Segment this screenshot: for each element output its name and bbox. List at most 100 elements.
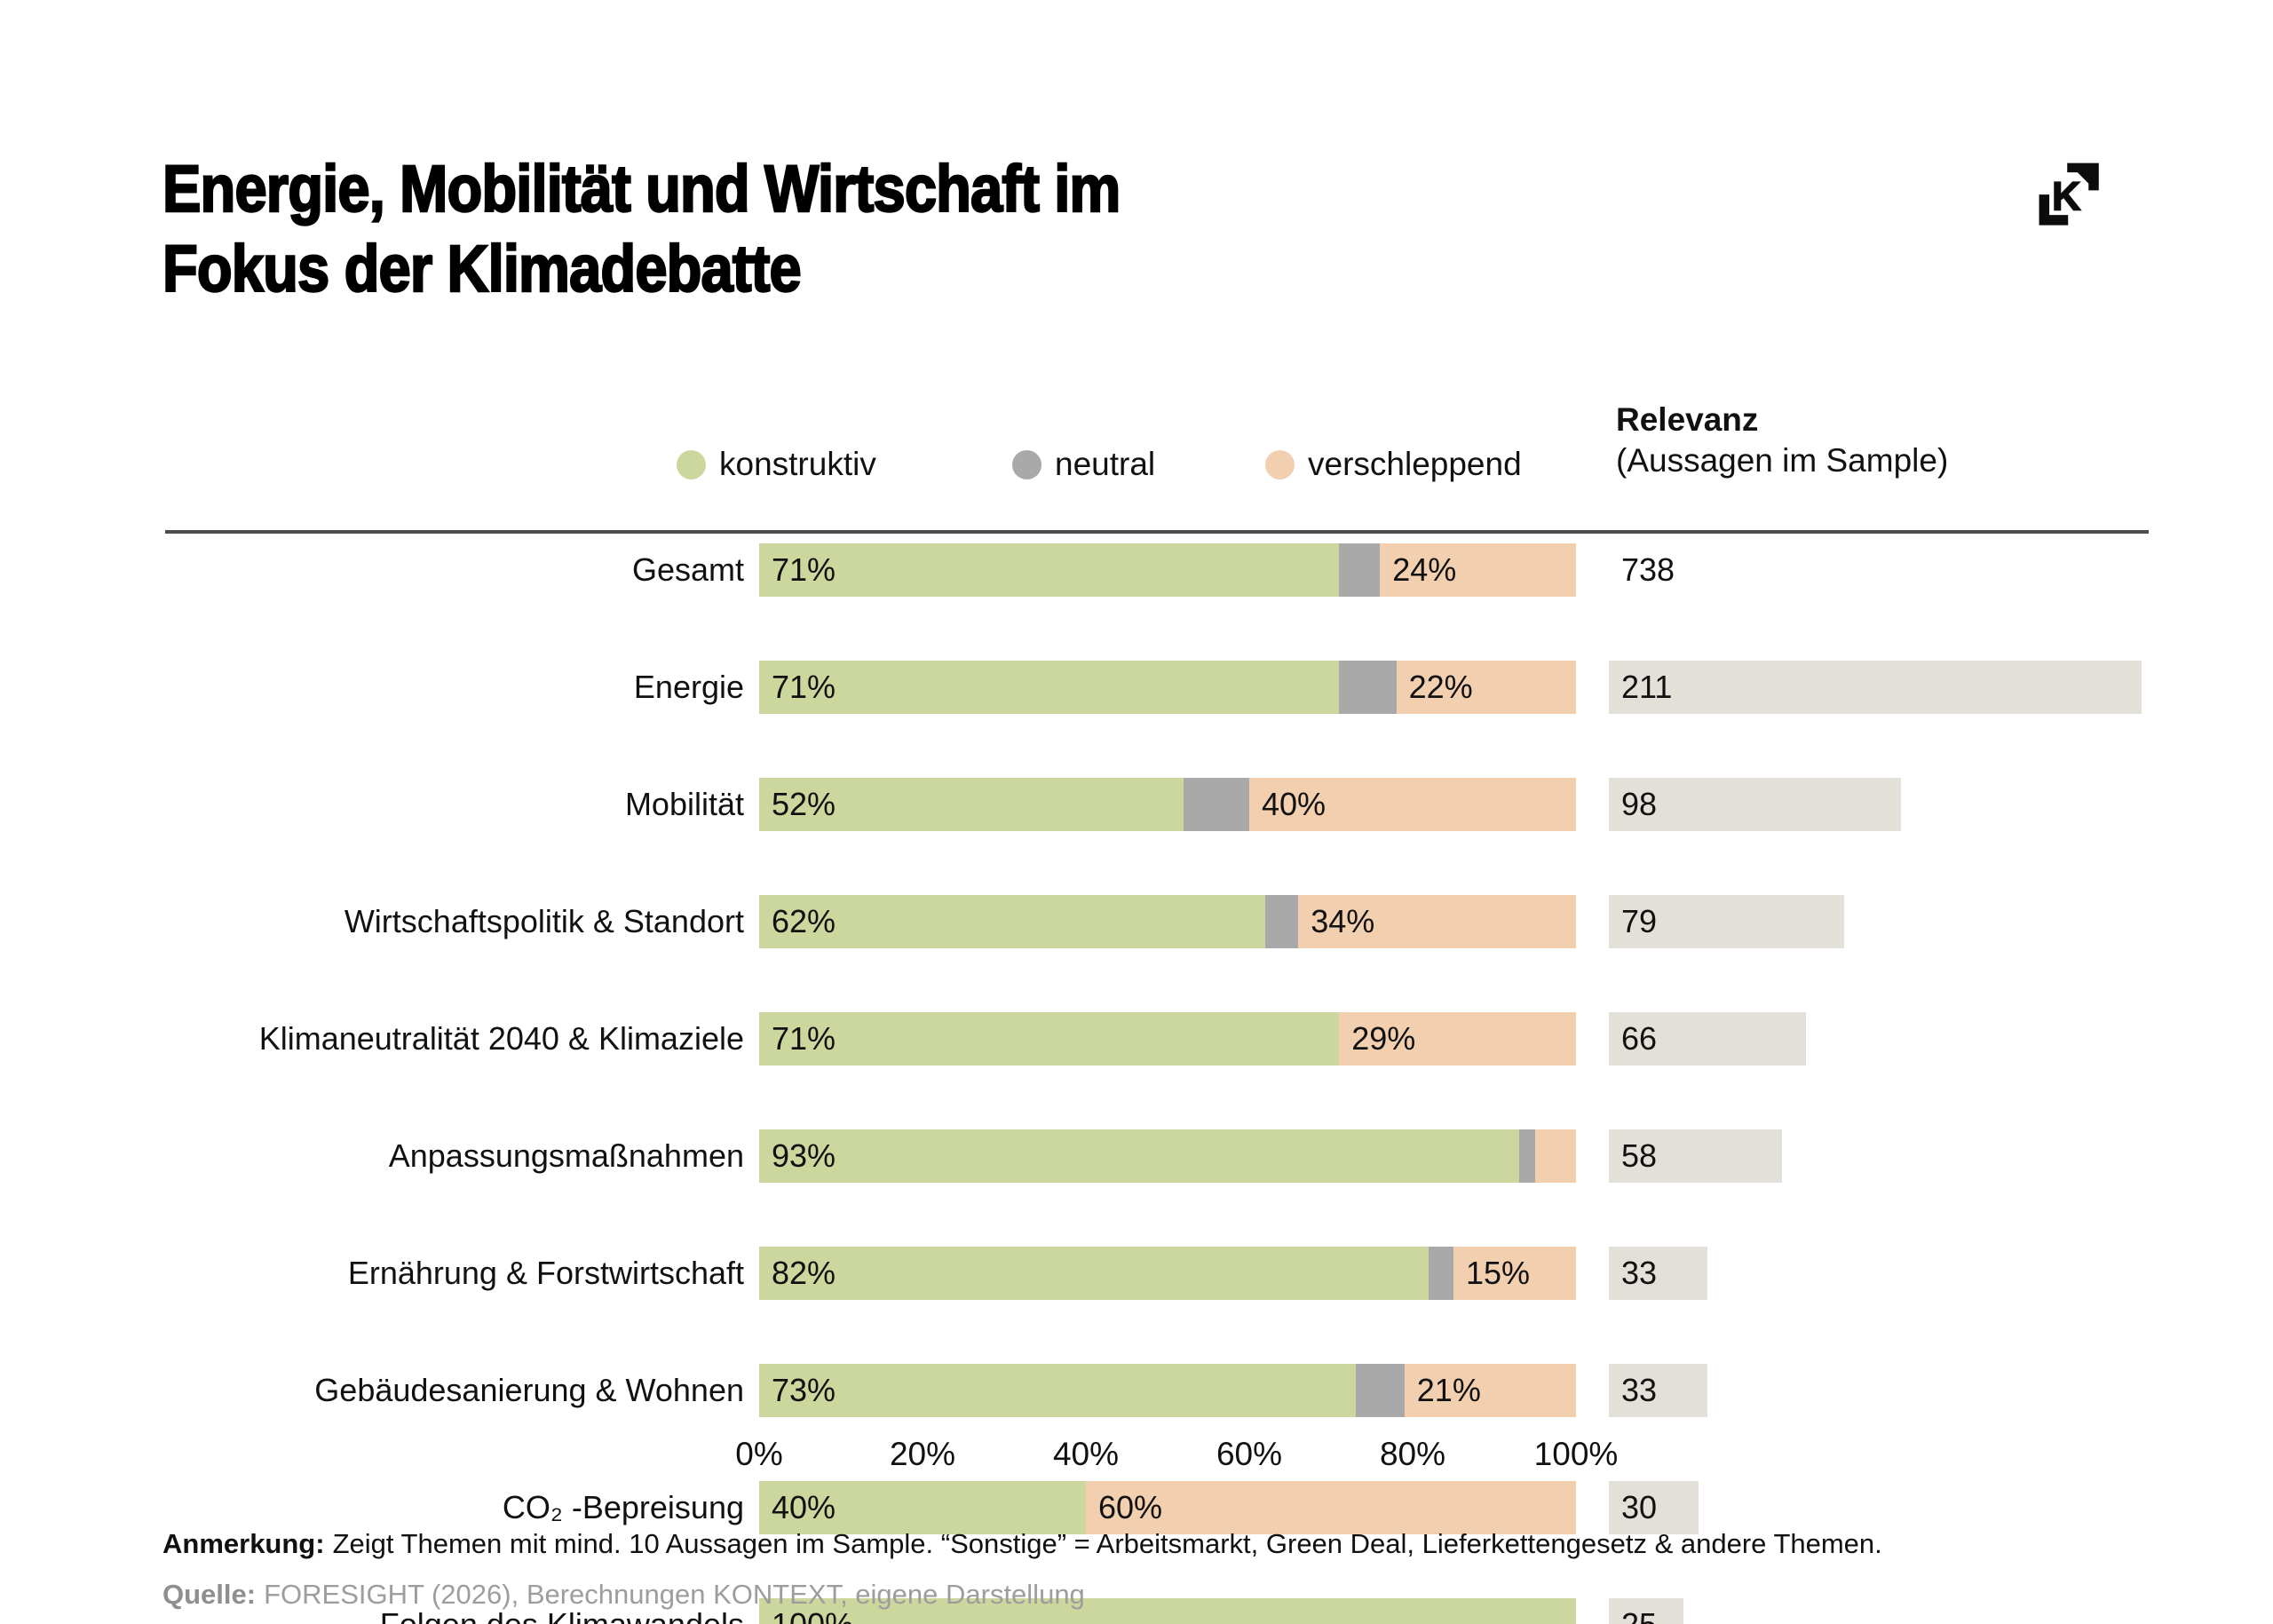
x-axis-tick: 0% xyxy=(735,1436,783,1472)
stacked-bar: 62% 34% xyxy=(759,895,1576,948)
category-label: CO₂ -Bepreisung xyxy=(502,1489,744,1525)
bar-segment-konstruktiv: 71% xyxy=(759,543,1340,597)
x-axis-tick: 60% xyxy=(1216,1436,1283,1472)
stacked-bar: 93% xyxy=(759,1129,1576,1183)
relevanz-bar xyxy=(1609,1012,1806,1066)
bar-segment-konstruktiv: 52% xyxy=(759,778,1184,831)
stacked-bar: 82% 15% xyxy=(759,1247,1576,1300)
category-label: Ernährung & Forstwirtschaft xyxy=(347,1255,744,1291)
bar-segment-neutral xyxy=(1518,1129,1535,1183)
konstruktiv-dot-icon xyxy=(677,449,706,479)
bar-segment-verschleppend: 15% xyxy=(1453,1247,1576,1300)
bar-segment-konstruktiv: 71% xyxy=(759,1012,1340,1066)
note-body: Zeigt Themen mit mind. 10 Aussagen im Sa… xyxy=(332,1528,1882,1559)
relevanz-column-header: Relevanz (Aussagen im Sample) xyxy=(1616,400,1948,481)
bar-segment-konstruktiv-value: 62% xyxy=(772,903,836,939)
stacked-bar: 40% 60% xyxy=(759,1481,1576,1534)
neutral-dot-icon xyxy=(1012,449,1041,479)
bar-segment-konstruktiv-value: 40% xyxy=(772,1489,836,1525)
bar-segment-neutral xyxy=(1429,1247,1453,1300)
bar-segment-konstruktiv: 73% xyxy=(759,1364,1356,1417)
category-label: Wirtschaftspolitik & Standort xyxy=(344,903,744,939)
bar-segment-konstruktiv-value: 52% xyxy=(772,786,836,822)
kontext-logo-icon: K xyxy=(2039,162,2099,226)
bar-segment-konstruktiv-value: 71% xyxy=(772,669,836,705)
relevanz-value: 58 xyxy=(1621,1137,1658,1174)
bar-segment-konstruktiv: 100% xyxy=(759,1598,1576,1624)
category-label: Mobilität xyxy=(624,786,744,822)
category-label: Klimaneutralität 2040 & Klimaziele xyxy=(258,1020,744,1057)
category-label: Gesamt xyxy=(631,551,744,588)
bar-segment-konstruktiv-value: 93% xyxy=(772,1137,836,1174)
bar-segment-verschleppend: 21% xyxy=(1404,1364,1576,1417)
bar-segment-verschleppend-value: 34% xyxy=(1311,903,1375,939)
bar-segment-verschleppend-value: 40% xyxy=(1261,786,1327,822)
relevanz-bar xyxy=(1609,895,1844,948)
verschleppend-dot-icon xyxy=(1265,449,1295,479)
stacked-bar: 52% 40% xyxy=(759,778,1576,831)
relevanz-title: Relevanz xyxy=(1616,401,1759,438)
bar-segment-verschleppend: 29% xyxy=(1339,1012,1576,1066)
x-axis: 0% 20% 40% 60% 80% 100% xyxy=(0,1434,2273,1475)
chart-row-3: Mobilität 52% 40% 98 xyxy=(0,778,2273,836)
bar-segment-verschleppend-value: 24% xyxy=(1392,551,1457,588)
chart-row-7: Ernährung & Forstwirtschaft 82% 15% 33 xyxy=(0,1247,2273,1305)
x-axis-tick: 80% xyxy=(1379,1436,1446,1472)
header-divider xyxy=(165,530,2149,534)
stacked-bar: 71% 24% xyxy=(759,543,1576,597)
relevanz-value: 211 xyxy=(1621,669,1673,705)
relevanz-subtitle: (Aussagen im Sample) xyxy=(1616,442,1949,479)
bar-segment-konstruktiv-value: 73% xyxy=(772,1372,836,1408)
stacked-bar: 71% 22% xyxy=(759,661,1576,714)
bar-segment-neutral xyxy=(1184,778,1249,831)
chart-row-6: Anpassungsmaßnahmen 93% 58 xyxy=(0,1129,2273,1188)
relevanz-value: 738 xyxy=(1621,551,1675,588)
bar-segment-konstruktiv-value: 71% xyxy=(772,551,836,588)
bar-segment-verschleppend: 40% xyxy=(1248,778,1576,831)
source-text: Quelle: FORESIGHT (2026), Berechnungen KO… xyxy=(162,1579,1085,1611)
stacked-bar: 73% 21% xyxy=(759,1364,1576,1417)
svg-text:K: K xyxy=(2052,173,2081,218)
bar-segment-verschleppend-value: 29% xyxy=(1351,1020,1416,1057)
chart-row-5: Klimaneutralität 2040 & Klimaziele 71% 29%… xyxy=(0,1012,2273,1071)
chart-area: Gesamt 71% 24% 738 Energie 71% 22% 211 Mobilität… xyxy=(0,543,2273,1624)
bar-segment-verschleppend-value: 15% xyxy=(1465,1255,1531,1291)
legend-label-konstruktiv: konstruktiv xyxy=(719,446,876,482)
x-axis-tick: 40% xyxy=(1052,1436,1120,1472)
x-axis-tick: 100% xyxy=(1533,1436,1619,1472)
chart-row-8: Gebäudesanierung & Wohnen 73% 21% 33 xyxy=(0,1364,2273,1422)
chart-row-2: Energie 71% 22% 211 xyxy=(0,661,2273,719)
bar-segment-konstruktiv: 40% xyxy=(759,1481,1086,1534)
legend-item-verschleppend: verschleppend xyxy=(1265,446,1522,482)
chart-row-1: Gesamt 71% 24% 738 xyxy=(0,543,2273,602)
chart-row-9: CO₂ -Bepreisung 40% 60% 30 xyxy=(0,1481,2273,1540)
bar-segment-neutral xyxy=(1265,895,1299,948)
relevanz-bar xyxy=(1609,1129,1782,1183)
chart-row-4: Wirtschaftspolitik & Standort 62% 34% 79 xyxy=(0,895,2273,954)
relevanz-value: 33 xyxy=(1621,1255,1658,1291)
stacked-bar: 100% xyxy=(759,1598,1576,1624)
relevanz-value: 30 xyxy=(1621,1489,1658,1525)
legend-item-konstruktiv: konstruktiv xyxy=(677,446,876,482)
page-title: Energie, Mobilität und Wirtschaft im Fok… xyxy=(162,149,1121,310)
page-title-line2: Fokus der Klimadebatte xyxy=(162,231,803,306)
relevanz-bar xyxy=(1609,661,2142,714)
bar-segment-verschleppend: 34% xyxy=(1298,895,1576,948)
stacked-bar: 71% 29% xyxy=(759,1012,1576,1066)
bar-segment-konstruktiv: 93% xyxy=(759,1129,1519,1183)
relevanz-value: 66 xyxy=(1621,1020,1658,1057)
relevanz-value: 33 xyxy=(1621,1372,1658,1408)
category-label: Folgen des Klimawandels xyxy=(0,1598,744,1624)
bar-segment-verschleppend-value: 21% xyxy=(1416,1372,1481,1408)
bar-segment-konstruktiv: 82% xyxy=(759,1247,1430,1300)
x-axis-tick: 20% xyxy=(889,1436,956,1472)
legend-label-neutral: neutral xyxy=(1055,446,1156,482)
bar-segment-verschleppend: 22% xyxy=(1396,661,1576,714)
bar-segment-verschleppend-value: 60% xyxy=(1098,1489,1163,1525)
relevanz-bar xyxy=(1609,1481,1699,1534)
relevanz-bar xyxy=(1609,778,1901,831)
bar-segment-neutral xyxy=(1355,1364,1405,1417)
source-label: Quelle: xyxy=(162,1579,257,1610)
bar-segment-konstruktiv: 62% xyxy=(759,895,1266,948)
